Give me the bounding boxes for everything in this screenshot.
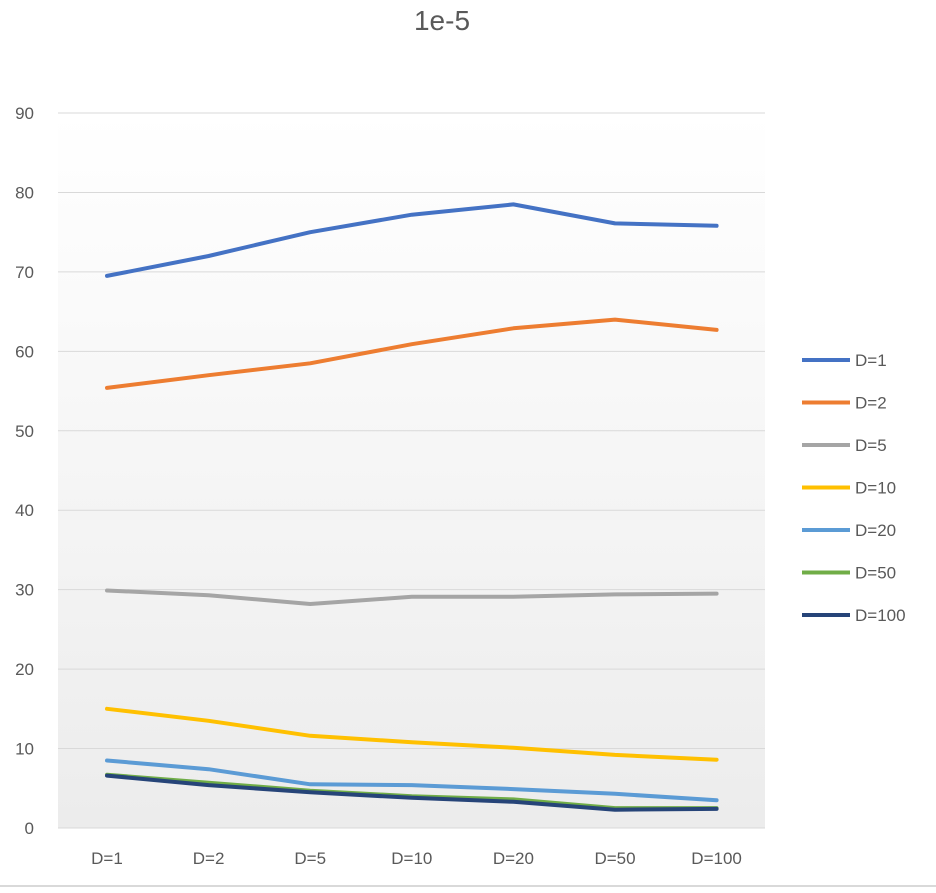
series-line-d-10 [105, 706, 719, 762]
y-tick-label: 80 [15, 183, 34, 202]
chart-title: 1e-5 [414, 5, 470, 36]
series-line-d-1 [105, 202, 719, 278]
y-tick-label: 20 [15, 660, 34, 679]
x-axis-tick-labels: D=1 D=2 D=5 D=10 D=20 D=50 D=100 [91, 849, 742, 868]
legend-item: D=5 [802, 436, 887, 455]
legend-item: D=2 [802, 394, 887, 413]
series-lines [105, 202, 719, 812]
gridlines [58, 112, 765, 829]
legend-label: D=1 [855, 351, 887, 370]
x-tick-label: D=20 [493, 849, 534, 868]
y-tick-label: 50 [15, 422, 34, 441]
legend-label: D=50 [855, 564, 896, 583]
legend-item: D=50 [802, 564, 896, 583]
legend-label: D=5 [855, 436, 887, 455]
y-tick-label: 10 [15, 740, 34, 759]
y-tick-label: 30 [15, 581, 34, 600]
x-tick-label: D=2 [193, 849, 225, 868]
y-tick-label: 70 [15, 263, 34, 282]
y-tick-label: 60 [15, 342, 34, 361]
legend: D=1 D=2 D=5 D=10 D=20 D=50 D=100 [802, 351, 906, 625]
series-line-d-5 [105, 588, 719, 606]
plot-area [58, 113, 765, 828]
legend-item: D=1 [802, 351, 887, 370]
legend-label: D=10 [855, 479, 896, 498]
legend-item: D=20 [802, 521, 896, 540]
y-tick-label: 40 [15, 501, 34, 520]
legend-label: D=20 [855, 521, 896, 540]
y-axis-tick-labels: 0 10 20 30 40 50 60 70 80 90 [15, 104, 34, 838]
y-tick-label: 90 [15, 104, 34, 123]
series-line-d-100 [105, 773, 719, 812]
x-tick-label: D=10 [391, 849, 432, 868]
series-line-d-20 [105, 758, 719, 803]
x-tick-label: D=50 [594, 849, 635, 868]
legend-label: D=100 [855, 606, 906, 625]
x-tick-label: D=100 [691, 849, 742, 868]
legend-item: D=100 [802, 606, 906, 625]
x-tick-label: D=5 [294, 849, 326, 868]
series-line-d-2 [105, 317, 719, 390]
legend-item: D=10 [802, 479, 896, 498]
y-tick-label: 0 [25, 819, 34, 838]
legend-label: D=2 [855, 394, 887, 413]
x-tick-label: D=1 [91, 849, 123, 868]
